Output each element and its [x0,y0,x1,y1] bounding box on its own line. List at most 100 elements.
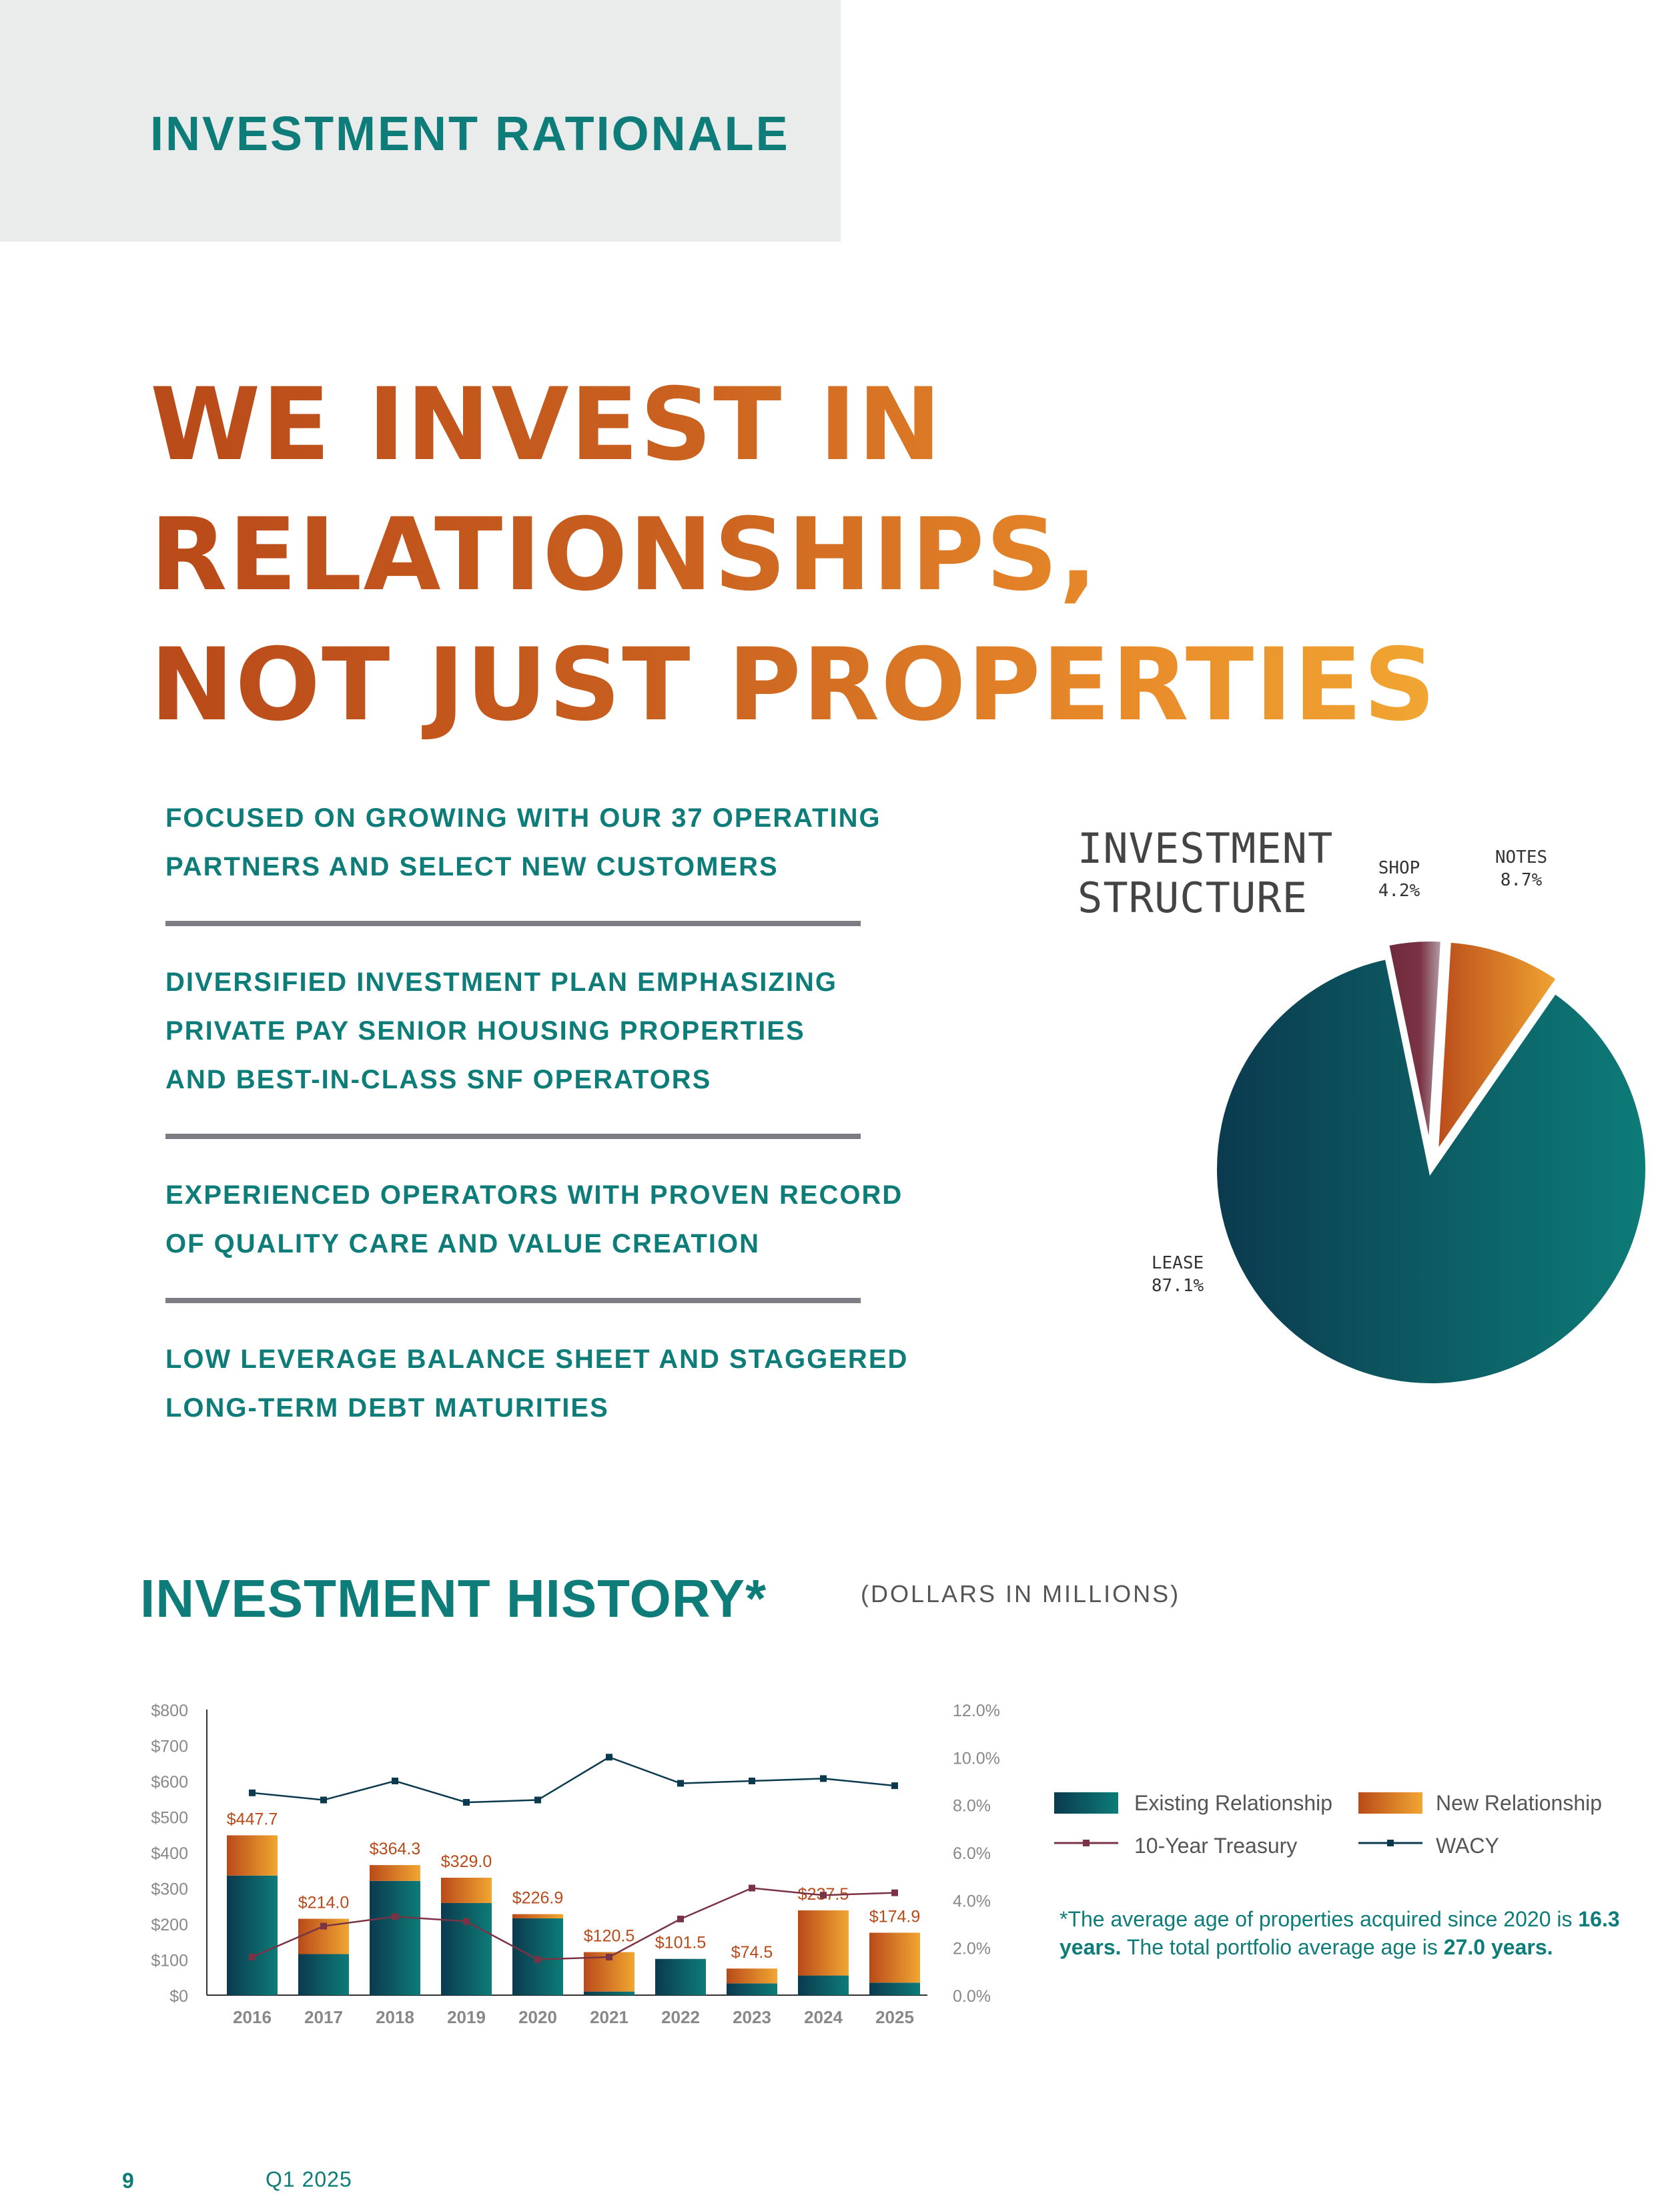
slice-value: 4.2% [1378,881,1420,901]
legend-new: New Relationship [1436,1791,1603,1815]
bar-new [869,1932,920,1983]
y-left-tick-label: $600 [151,1773,188,1792]
x-tick-label: 2024 [804,2007,843,2027]
pie-chart [1212,936,1651,1389]
pie-title-line: INVESTMENT [1078,824,1334,873]
bar-total-label: $226.9 [512,1889,563,1908]
treasury-point [891,1889,898,1896]
quarter-label: Q1 2025 [266,2167,352,2191]
bar-total-label: $214.0 [298,1894,349,1912]
pie-chart-title: INVESTMENT STRUCTURE [1078,824,1333,923]
slice-name: SHOP [1378,858,1420,878]
treasury-point [320,1922,327,1930]
bar-new [727,1968,777,1984]
footnote: *The average age of properties acquired … [1060,1905,1660,1961]
x-tick-label: 2021 [590,2007,628,2027]
bar-total-label: $447.7 [227,1810,278,1828]
y-left-tick-label: $100 [151,1952,188,1970]
wacy-point [320,1796,327,1804]
wacy-point [891,1782,898,1790]
bar-existing [655,1958,706,1995]
treasury-point [392,1913,398,1920]
bar-existing [370,1880,420,1995]
legend-wacy-swatch [1358,1840,1422,1846]
x-tick-label: 2016 [233,2007,272,2027]
rationale-line: LOW LEVERAGE BALANCE SHEET AND STAGGERED [165,1345,909,1374]
pie-slice-notes [1432,937,1563,1166]
history-chart: $0 $100 $200 $300 $400 $500 $600 $700 $800 0.0% 2.… [151,1702,1000,2027]
history-subtitle: (DOLLARS IN MILLIONS) [861,1580,1181,1607]
wacy-point [749,1778,755,1784]
page-number: 9 [122,2169,134,2193]
treasury-point [249,1953,256,1960]
y-left-tick-label: $200 [151,1916,188,1934]
rationale-item: EXPERIENCED OPERATORS WITH PROVEN RECORD… [165,1171,933,1268]
y-left-tick-label: $800 [151,1702,188,1720]
x-tick-label: 2019 [447,2007,486,2027]
x-tick-label: 2018 [376,2007,414,2027]
bar-existing [869,1982,920,1995]
slice-value: 8.7% [1500,870,1543,890]
treasury-point [677,1915,684,1922]
wacy-point [463,1799,470,1806]
rationale-line: OF QUALITY CARE AND VALUE CREATION [165,1229,760,1258]
bar-existing [727,1983,777,1995]
slice-name: LEASE [1151,1253,1204,1273]
wacy-point [249,1789,256,1796]
bar-new [370,1865,420,1881]
bar-total-label: $174.9 [869,1907,920,1926]
headline-line-2: RELATIONSHIPS, [150,497,1099,613]
rationale-line: PARTNERS AND SELECT NEW CUSTOMERS [165,852,779,881]
divider [165,1298,861,1303]
pie-label-lease: LEASE 87.1% [1141,1252,1214,1297]
y-right-tick-label: 0.0% [953,1987,991,2006]
y-right-tick-label: 10.0% [953,1749,1000,1768]
bar-total-label: $101.5 [655,1934,706,1952]
pie-label-notes: NOTES 8.7% [1485,846,1558,891]
bar-new [227,1835,278,1876]
headline-line-1: WE INVEST IN [150,367,943,483]
rationale-line: PRIVATE PAY SENIOR HOUSING PROPERTIES [165,1016,805,1046]
pie-slice-lease [1212,953,1651,1389]
y-left-tick-label: $300 [151,1880,188,1899]
rationale-item: LOW LEVERAGE BALANCE SHEET AND STAGGERED… [165,1335,933,1433]
legend-wacy: WACY [1436,1834,1499,1858]
treasury-point [606,1953,612,1960]
x-tick-label: 2025 [875,2007,914,2027]
bar-existing [441,1902,492,1995]
y-left-tick-label: $0 [169,1987,188,2006]
rationale-item: FOCUSED ON GROWING WITH OUR 37 OPERATING… [165,794,933,891]
headline: WE INVEST IN RELATIONSHIPS, NOT JUST PRO… [150,360,1437,751]
bar-existing [584,1991,635,1995]
legend-existing-swatch [1054,1792,1118,1814]
rationale-line: DIVERSIFIED INVESTMENT PLAN EMPHASIZING [165,968,837,997]
wacy-point [677,1780,684,1787]
y-right-tick-label: 8.0% [953,1797,991,1816]
x-tick-label: 2023 [733,2007,771,2027]
x-tick-label: 2017 [304,2007,343,2027]
slice-value: 87.1% [1151,1276,1204,1296]
bar-new [441,1877,492,1903]
pie-slice-shop [1383,936,1446,1156]
bar-existing [227,1875,278,1995]
section-title: INVESTMENT RATIONALE [150,107,790,161]
treasury-point [820,1892,827,1899]
wacy-point [534,1796,541,1804]
rationale-list: FOCUSED ON GROWING WITH OUR 37 OPERATING… [165,794,933,1433]
footnote-part: 27.0 years. [1443,1935,1553,1959]
treasury-point [749,1884,755,1892]
pie-label-shop: SHOP 4.2% [1369,857,1429,902]
y-left-tick-label: $500 [151,1809,188,1828]
legend-treasury: 10-Year Treasury [1134,1834,1298,1858]
treasury-point [463,1918,470,1925]
wacy-point [392,1778,398,1784]
treasury-line [252,1887,895,1960]
y-right-tick-label: 2.0% [953,1940,991,1958]
legend-treasury-swatch [1054,1840,1118,1846]
slice-name: NOTES [1495,847,1548,867]
y-left-tick-label: $400 [151,1844,188,1863]
treasury-point [534,1956,541,1963]
bar-total-label: $329.0 [441,1852,492,1871]
x-tick-label: 2022 [661,2007,700,2027]
pie-title-line: STRUCTURE [1078,873,1308,922]
